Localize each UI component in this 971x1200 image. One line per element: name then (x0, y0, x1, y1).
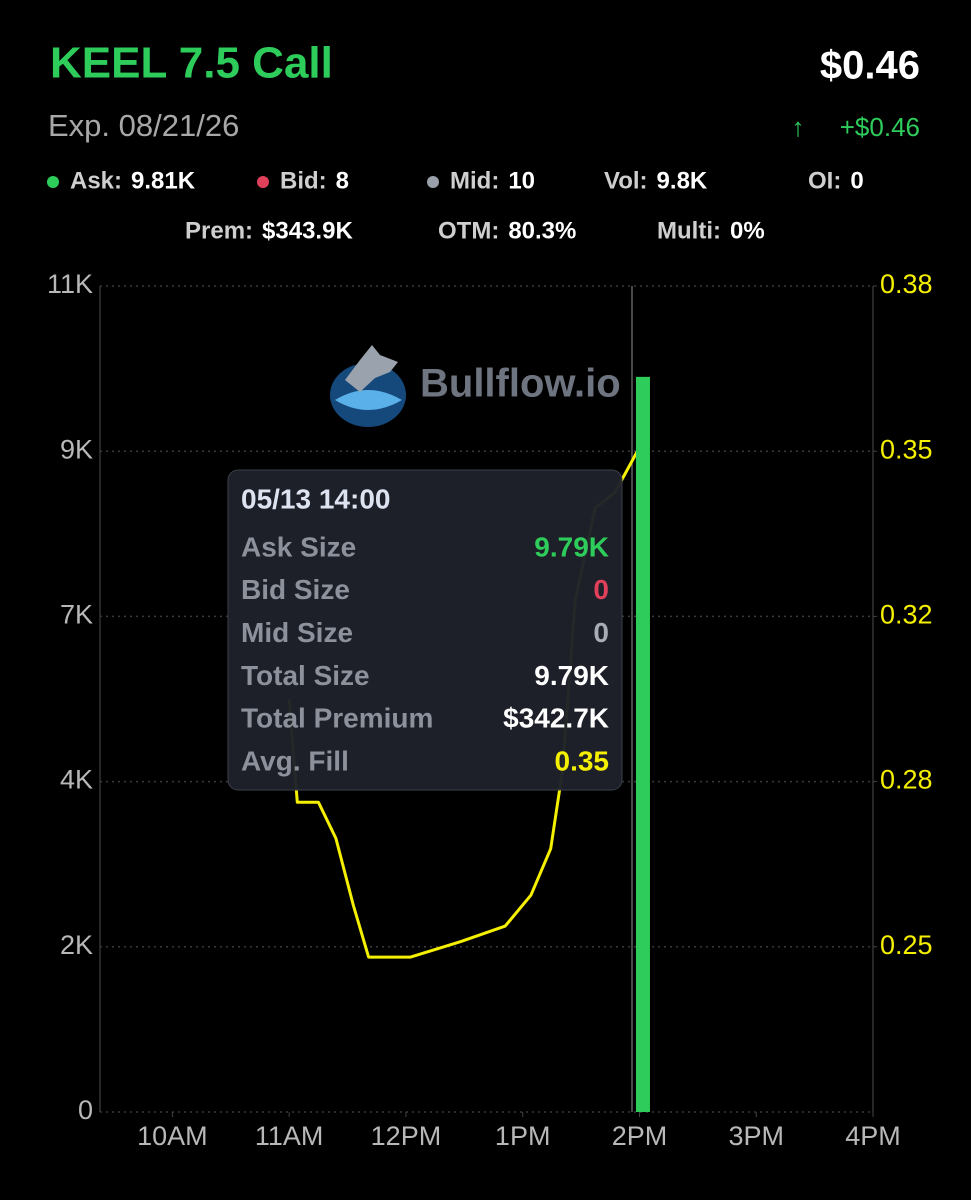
tooltip-box (227, 469, 623, 791)
ask-dot (47, 176, 59, 188)
contract-title: KEEL 7.5 Call (50, 39, 333, 88)
stat-label: Vol: (604, 167, 648, 194)
stat-value: $343.9K (262, 217, 353, 244)
price: $0.46 (820, 44, 920, 88)
tooltip-label: Mid Size (241, 617, 353, 648)
watermark: Bullflow.io (330, 345, 621, 427)
x-tick-label: 1PM (495, 1121, 551, 1151)
y2-tick-label: 0.38 (880, 269, 933, 299)
x-tick-label: 2PM (612, 1121, 668, 1151)
stat-value: 0% (730, 217, 765, 244)
tooltip-label: Avg. Fill (241, 745, 349, 776)
logo-bull (345, 345, 398, 392)
stat-value: 10 (508, 167, 535, 194)
y2-tick-label: 0.35 (880, 434, 933, 464)
tooltip-value: 9.79K (534, 531, 609, 562)
y-tick-label: 4K (60, 765, 93, 795)
stat-label: Bid: (280, 167, 327, 194)
x-tick-label: 3PM (728, 1121, 784, 1151)
stat-label: OTM: (438, 217, 499, 244)
tooltip-value: 9.79K (534, 660, 609, 691)
up-arrow: ↑ (792, 112, 805, 142)
y-tick-label: 0 (78, 1095, 93, 1125)
x-tick-label: 4PM (845, 1121, 901, 1151)
tooltip-value: 0 (593, 617, 609, 648)
expiry: Exp. 08/21/26 (48, 108, 239, 143)
tooltip: 05/13 14:00 Ask Size 9.79K Bid Size 0 Mid Siz… (227, 469, 623, 791)
tooltip-label: Ask Size (241, 531, 356, 562)
y2-tick-label: 0.32 (880, 600, 933, 630)
stat-value: 80.3% (508, 217, 576, 244)
y-tick-label: 9K (60, 434, 93, 464)
x-tick-label: 10AM (137, 1121, 208, 1151)
y-tick-label: 7K (60, 600, 93, 630)
tooltip-value: 0 (593, 574, 609, 605)
tooltip-label: Bid Size (241, 574, 350, 605)
x-tick-label: 12PM (371, 1121, 442, 1151)
logo-wave-light (335, 390, 402, 410)
bar (635, 376, 650, 1112)
x-tick-label: 11AM (255, 1121, 324, 1151)
tooltip-label: Total Size (241, 660, 370, 691)
tooltip-value: $342.7K (503, 703, 609, 734)
stat-label: Mid: (450, 167, 499, 194)
y-tick-label: 11K (47, 269, 93, 299)
stat-label: Ask: (70, 167, 122, 194)
stat-label: Multi: (657, 217, 721, 244)
mid-dot (427, 176, 439, 188)
stat-label: OI: (808, 167, 841, 194)
y2-tick-label: 0.28 (880, 765, 933, 795)
stat-value: 8 (336, 167, 349, 194)
stat-value: 9.8K (657, 167, 708, 194)
tooltip-label: Total Premium (241, 703, 433, 734)
price-change: +$0.46 (840, 112, 920, 142)
y2-tick-label: 0.25 (880, 930, 933, 960)
tooltip-value: 0.35 (555, 745, 610, 776)
stat-label: Prem: (185, 217, 253, 244)
bid-dot (257, 176, 269, 188)
y-tick-label: 2K (60, 930, 93, 960)
stat-value: 0 (850, 167, 863, 194)
stat-value: 9.81K (131, 167, 196, 194)
watermark-text: Bullflow.io (420, 362, 621, 406)
tooltip-time: 05/13 14:00 (241, 483, 390, 514)
